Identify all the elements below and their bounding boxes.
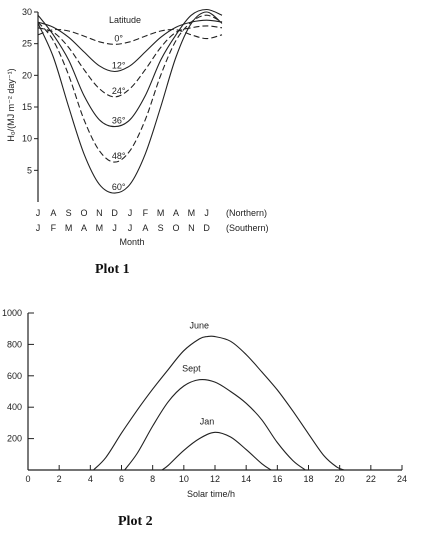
plot2-series-label: June — [189, 321, 209, 331]
plot1-series-line — [37, 11, 223, 194]
plot2-x-tick-label: 18 — [303, 474, 313, 484]
plot1-x-tick-label-northern: O — [80, 208, 87, 218]
plot1-x-tick-label-northern: M — [188, 208, 196, 218]
plot2-series-label: Sept — [182, 364, 201, 374]
plot1-x-tick-label-southern: M — [96, 223, 104, 233]
plot1-series-line — [37, 8, 223, 128]
plot1-northern-label: (Northern) — [226, 208, 267, 218]
plot1-series-labels: 0° 12° 24° 36° 48° 60° — [112, 33, 126, 192]
plot1-y-tick-label: 20 — [22, 70, 32, 80]
plot2-series-lines — [93, 335, 345, 471]
plot2-x-tick-label: 2 — [57, 474, 62, 484]
plot1-x-tick-label-northern: J — [36, 208, 41, 218]
plot2-x-tick-label: 22 — [366, 474, 376, 484]
plot1-x-tick-label-southern: M — [65, 223, 73, 233]
plot1-x-tick-label-southern: J — [128, 223, 133, 233]
plot2-series-label: Jan — [200, 416, 215, 426]
plot2-x-tick-label: 14 — [241, 474, 251, 484]
plot1-series-label: 60° — [112, 182, 126, 192]
plot1-series-line — [37, 28, 223, 45]
plot2-x-tick-label: 12 — [210, 474, 220, 484]
plot1-x-tick-label-southern: N — [188, 223, 195, 233]
plot1-x-tick-label-northern: J — [204, 208, 209, 218]
plot2-series-line — [93, 335, 345, 471]
plot1-y-tick-label: 25 — [22, 39, 32, 49]
plot1-x-tick-label-southern: A — [142, 223, 148, 233]
plot1-y-ticks: 5 10 15 20 25 30 — [22, 7, 38, 175]
plot2-series-labels: June Sept Jan — [182, 321, 214, 427]
plot1-x-tick-label-northern: J — [128, 208, 133, 218]
plot2-x-tick-label: 4 — [88, 474, 93, 484]
plot1-x-tick-label-northern: S — [66, 208, 72, 218]
plot1-series-line — [37, 19, 223, 73]
plot1-x-tick-label-southern: O — [172, 223, 179, 233]
plot1-caption: Plot 1 — [95, 262, 130, 277]
plot2-x-tick-label: 10 — [179, 474, 189, 484]
plot1-series-line — [37, 25, 223, 98]
plot1-x-tick-label-southern: F — [51, 223, 57, 233]
plot2-y-ticks: 200 400 600 800 1000 — [2, 308, 34, 444]
plot2-y-tick-label: 200 — [7, 434, 22, 444]
plot2-series-line — [124, 378, 306, 471]
plot1-series-label: 36° — [112, 116, 126, 126]
plot1-series-label: 48° — [112, 151, 126, 161]
plot2-x-tick-label: 8 — [150, 474, 155, 484]
plot1-x-tick-label-northern: A — [173, 208, 179, 218]
plot1-southern-label: (Southern) — [226, 223, 269, 233]
plot1-series-label: 0° — [114, 33, 123, 43]
plot1-x-tick-label-southern: S — [158, 223, 164, 233]
plot2-x-axis-label: Solar time/h — [187, 489, 235, 499]
plot1-y-axis-label: H₀/(MJ m⁻² day⁻¹) — [6, 68, 16, 141]
plot1-series-label: 24° — [112, 86, 126, 96]
plot2-x-tick-label: 24 — [397, 474, 407, 484]
plot2-caption: Plot 2 — [118, 514, 153, 529]
plot1-legend-title: Latitude — [109, 15, 141, 25]
plot1-x-tick-label-southern: D — [203, 223, 210, 233]
plot1-y-tick-label: 5 — [27, 165, 32, 175]
plot1-series-line — [37, 14, 223, 163]
plot2-x-tick-label: 6 — [119, 474, 124, 484]
plot1-x-tick-label-northern: M — [157, 208, 165, 218]
plot1-y-tick-label: 10 — [22, 134, 32, 144]
plot1-x-tick-label-northern: D — [111, 208, 118, 218]
plot2-y-tick-label: 1000 — [2, 308, 22, 318]
plot2-x-tick-label: 16 — [272, 474, 282, 484]
plot2-series-line — [161, 431, 272, 471]
plot1-y-tick-label: 15 — [22, 102, 32, 112]
plot1-x-tick-label-southern: J — [112, 223, 117, 233]
plot2-x-tick-label: 20 — [335, 474, 345, 484]
plot1-x-tick-label-northern: A — [50, 208, 56, 218]
plot2-x-ticks: 0 2 4 6 8 10 12 14 16 18 20 22 24 — [25, 465, 407, 484]
plot1-x-tick-label-northern: F — [143, 208, 149, 218]
plot1-series-label: 12° — [112, 61, 126, 71]
plot1-x-ticks: J A S O N D J F M A M JJ F M A M J J A S O N D — [36, 208, 211, 233]
plot1-x-axis-label: Month — [119, 237, 144, 247]
plot1-x-tick-label-southern: J — [36, 223, 41, 233]
plot2-y-tick-label: 600 — [7, 371, 22, 381]
plot2-y-tick-label: 800 — [7, 339, 22, 349]
plot1-x-tick-label-northern: N — [96, 208, 103, 218]
plot1-x-tick-label-southern: A — [81, 223, 87, 233]
plot2-y-tick-label: 400 — [7, 402, 22, 412]
plot1-y-tick-label: 30 — [22, 7, 32, 17]
plot1-series-lines — [37, 8, 223, 194]
plot2-x-tick-label: 0 — [25, 474, 30, 484]
